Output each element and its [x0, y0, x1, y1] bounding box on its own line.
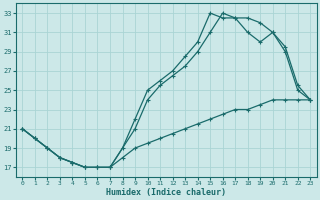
X-axis label: Humidex (Indice chaleur): Humidex (Indice chaleur) — [106, 188, 226, 197]
